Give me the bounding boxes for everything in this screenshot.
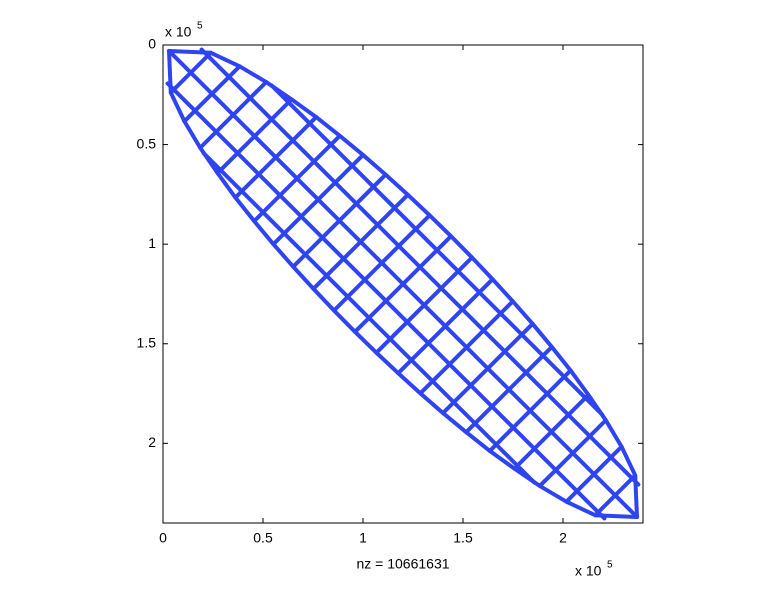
pattern-line [593, 473, 638, 518]
pattern-line [441, 321, 535, 416]
pattern-line [512, 392, 591, 471]
plot-frame [162, 44, 644, 524]
y-scale-exponent: 5 [197, 21, 203, 32]
y-tick-label: 1.5 [137, 334, 157, 350]
pattern-line [396, 277, 495, 376]
pattern-line [311, 192, 410, 291]
pattern-line [418, 299, 515, 396]
y-tick-label: 1 [148, 235, 156, 251]
pattern-line [353, 234, 453, 334]
pattern-line [271, 152, 365, 247]
pattern-line [332, 213, 432, 313]
pattern-line [215, 97, 294, 176]
x-tick-label: 2 [559, 530, 567, 546]
x-scale-exponent: 5 [607, 560, 613, 571]
pattern-line [182, 64, 242, 124]
x-tick-label: 0 [159, 530, 167, 546]
y-tick-label: 0.5 [137, 135, 157, 151]
y-scale-base: x 10 [165, 24, 192, 40]
x-tick-label: 1 [359, 530, 367, 546]
pattern-line [564, 444, 624, 504]
pattern-line [537, 418, 608, 488]
pattern-line [198, 80, 269, 150]
x-scale-base: x 10 [575, 563, 602, 579]
pattern-line [291, 172, 388, 269]
pattern-line [252, 133, 342, 224]
x-axis-label: nz = 10661631 [356, 556, 449, 572]
y-tick-label: 2 [148, 434, 156, 450]
pattern-line [464, 344, 554, 435]
pattern-line [487, 368, 573, 453]
pattern-line [374, 255, 474, 355]
x-tick-label: 1.5 [453, 530, 473, 546]
y-tick-label: 0 [148, 36, 156, 52]
pattern-line [168, 50, 213, 95]
x-tick-label: 0.5 [253, 530, 273, 546]
pattern-line [233, 115, 319, 200]
